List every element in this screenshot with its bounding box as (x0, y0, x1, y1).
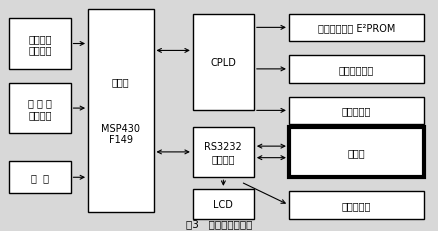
Bar (10, 161, 71, 194)
Text: 数据库存储器 E²PROM: 数据库存储器 E²PROM (318, 23, 395, 33)
Text: 驱动输出电路: 驱动输出电路 (339, 65, 374, 75)
Text: LCD: LCD (213, 199, 233, 209)
Text: 图3   硬件系统结构图: 图3 硬件系统结构图 (186, 218, 252, 228)
Bar (193, 127, 254, 177)
Text: 传感器及
调理电路: 传感器及 调理电路 (28, 33, 52, 55)
Text: 单片机



MSP430
F149: 单片机 MSP430 F149 (101, 77, 140, 145)
Bar (289, 191, 424, 219)
Text: CPLD: CPLD (210, 58, 237, 68)
Bar (289, 127, 424, 177)
Text: www.elecfans.com: www.elecfans.com (307, 212, 366, 217)
Text: 开 关 量
信号输入: 开 关 量 信号输入 (28, 98, 52, 119)
Bar (289, 56, 424, 83)
Bar (289, 15, 424, 42)
Bar (88, 10, 153, 212)
Text: 微型打印机: 微型打印机 (342, 106, 371, 116)
Bar (193, 15, 254, 111)
Bar (10, 83, 71, 134)
Text: 冷媒分析仪: 冷媒分析仪 (342, 200, 371, 210)
Text: 上位机: 上位机 (348, 147, 365, 157)
Bar (10, 19, 71, 70)
Bar (193, 189, 254, 219)
Text: RS3232
串口通信: RS3232 串口通信 (205, 141, 242, 163)
Text: 键  盘: 键 盘 (31, 173, 49, 182)
Bar (289, 97, 424, 125)
